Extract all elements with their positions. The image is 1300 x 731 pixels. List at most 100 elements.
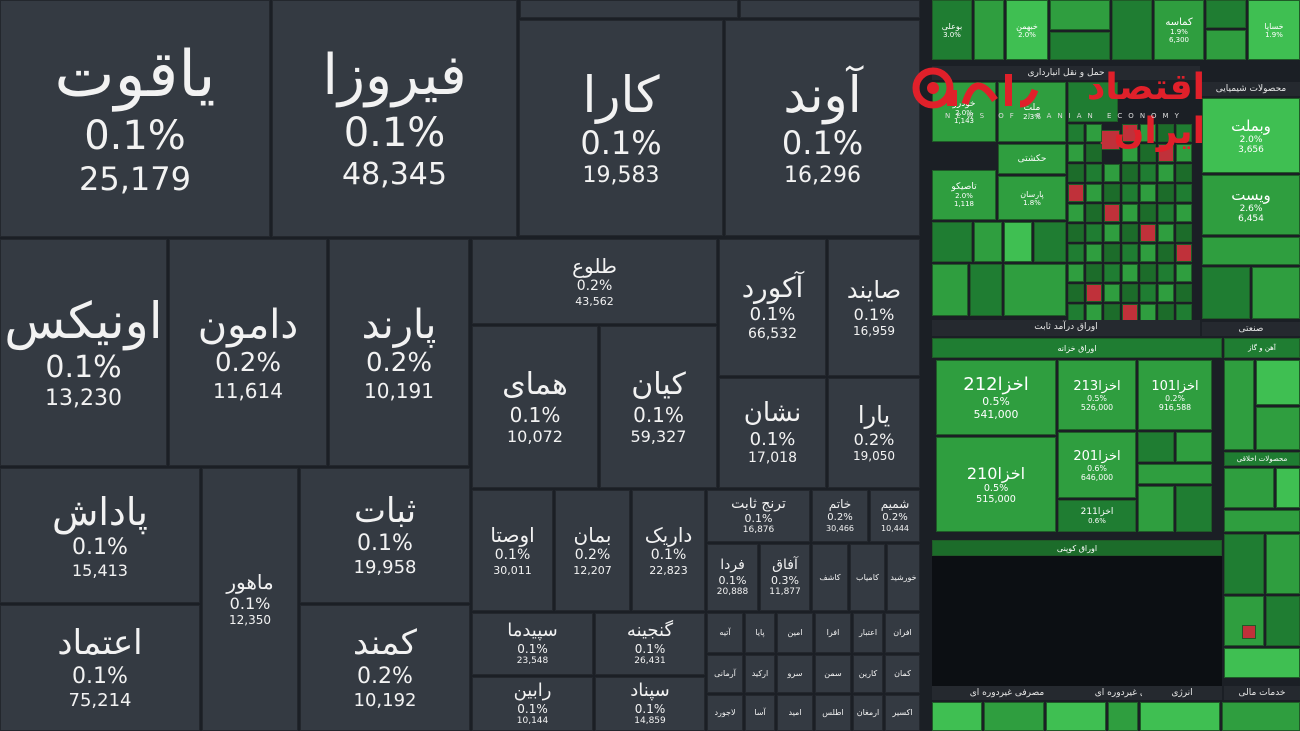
- symbol-tile[interactable]: [970, 264, 1002, 316]
- symbol-tile[interactable]: [1050, 0, 1110, 30]
- fund-tile[interactable]: فیروزا 0.1% 48,345: [272, 0, 517, 237]
- symbol-tile-mini[interactable]: [1176, 244, 1192, 262]
- bond-tile[interactable]: اخزا201 0.6% 646,000: [1058, 432, 1136, 498]
- symbol-tile[interactable]: ویست 2.6% 6,454: [1202, 175, 1300, 235]
- symbol-tile[interactable]: [1202, 267, 1250, 319]
- symbol-tile-mini[interactable]: [1086, 164, 1102, 182]
- symbol-tile-mini[interactable]: [1086, 184, 1102, 202]
- fund-tile-small[interactable]: آسا: [745, 695, 775, 731]
- symbol-tile-mini[interactable]: [1140, 164, 1156, 182]
- symbol-tile-mini[interactable]: [1158, 284, 1174, 302]
- symbol-tile-mini[interactable]: [1122, 284, 1138, 302]
- fund-tile-small[interactable]: اعتبار: [853, 613, 883, 653]
- symbol-tile[interactable]: آهن و گاز: [1224, 338, 1300, 358]
- fund-tile[interactable]: آکورد 0.1% 66,532: [719, 239, 826, 376]
- fund-tile[interactable]: پارند 0.2% 10,191: [329, 239, 469, 466]
- fund-tile[interactable]: طلوع 0.2% 43,562: [472, 239, 717, 324]
- symbol-tile-mini[interactable]: [1140, 204, 1156, 222]
- fund-tile-small[interactable]: افران: [885, 613, 920, 653]
- treemap-cell-top-1[interactable]: [520, 0, 738, 18]
- fund-tile-small[interactable]: کارین: [853, 655, 883, 693]
- symbol-tile[interactable]: [1108, 702, 1138, 731]
- bond-tile[interactable]: [1138, 432, 1174, 462]
- symbol-tile[interactable]: [1222, 702, 1300, 731]
- symbol-tile[interactable]: [1050, 32, 1110, 60]
- fund-tile-small[interactable]: کمان: [885, 655, 920, 693]
- symbol-tile-mini[interactable]: [1158, 224, 1174, 242]
- symbol-tile[interactable]: [1224, 468, 1274, 508]
- fund-tile-small[interactable]: پایا: [745, 613, 775, 653]
- fund-tile[interactable]: بمان 0.2% 12,207: [555, 490, 630, 611]
- symbol-tile-mini[interactable]: [1158, 184, 1174, 202]
- symbol-tile-mini[interactable]: [1104, 164, 1120, 182]
- symbol-tile-mini[interactable]: [1140, 124, 1156, 142]
- symbol-tile-mini[interactable]: [1140, 284, 1156, 302]
- symbol-tile-mini[interactable]: [1158, 144, 1174, 162]
- symbol-tile[interactable]: [974, 0, 1004, 60]
- symbol-tile-mini[interactable]: [1104, 264, 1120, 282]
- symbol-tile[interactable]: [1034, 222, 1066, 262]
- bond-tile[interactable]: اخزا211 0.6%: [1058, 500, 1136, 532]
- symbol-tile[interactable]: [1256, 360, 1300, 405]
- fund-tile[interactable]: اعتماد 0.1% 75,214: [0, 605, 200, 731]
- symbol-tile-mini[interactable]: [1122, 224, 1138, 242]
- fund-tile[interactable]: اونیکس 0.1% 13,230: [0, 239, 167, 466]
- symbol-tile-mini[interactable]: [1068, 204, 1084, 222]
- symbol-tile[interactable]: [1206, 0, 1246, 28]
- fund-tile-small[interactable]: آرمانی: [707, 655, 743, 693]
- symbol-tile-mini[interactable]: [1176, 224, 1192, 242]
- symbol-tile-mini[interactable]: [1176, 204, 1192, 222]
- symbol-tile-mini[interactable]: [1176, 284, 1192, 302]
- symbol-tile[interactable]: [1202, 237, 1300, 265]
- symbol-tile[interactable]: حکشتی: [998, 144, 1066, 174]
- symbol-tile-mini[interactable]: [1176, 164, 1192, 182]
- symbol-tile-mini[interactable]: [1158, 204, 1174, 222]
- symbol-tile[interactable]: پارسان 1.8%: [998, 176, 1066, 220]
- fund-tile[interactable]: خاتم 0.2% 30,466: [812, 490, 868, 542]
- symbol-tile-mini[interactable]: [1158, 264, 1174, 282]
- fund-tile[interactable]: اوصتا 0.1% 30,011: [472, 490, 553, 611]
- fund-tile-small[interactable]: خورشید: [887, 544, 920, 611]
- fund-tile[interactable]: ماهور 0.1% 12,350: [202, 468, 298, 731]
- symbol-tile[interactable]: محصولات اخلاقی: [1224, 452, 1300, 466]
- fund-tile[interactable]: همای 0.1% 10,072: [472, 326, 598, 488]
- fund-tile-small[interactable]: کاشف: [812, 544, 848, 611]
- fund-tile[interactable]: نشان 0.1% 17,018: [719, 378, 826, 488]
- symbol-tile[interactable]: [1266, 534, 1300, 594]
- fund-tile[interactable]: فردا 0.1% 20,888: [707, 544, 758, 611]
- symbol-tile-mini[interactable]: [1140, 144, 1156, 162]
- fund-tile[interactable]: آوند 0.1% 16,296: [725, 20, 920, 236]
- symbol-tile[interactable]: بوعلی 3.0%: [932, 0, 972, 60]
- fund-tile[interactable]: کمند 0.2% 10,192: [300, 605, 470, 731]
- fund-tile-small[interactable]: اطلس: [815, 695, 851, 731]
- bonds-header[interactable]: اوراق خزانه: [932, 338, 1222, 358]
- symbol-tile[interactable]: [974, 222, 1002, 262]
- symbol-tile-mini[interactable]: [1140, 244, 1156, 262]
- symbol-tile[interactable]: تاصیکو 2.0% 1,118: [932, 170, 996, 220]
- symbol-tile-mini[interactable]: [1140, 224, 1156, 242]
- symbol-tile-mini[interactable]: [1176, 124, 1192, 142]
- fund-tile-small[interactable]: ارمغان: [853, 695, 883, 731]
- bond-tile[interactable]: [1176, 486, 1212, 532]
- symbol-tile[interactable]: [932, 222, 972, 262]
- symbol-tile-mini[interactable]: [1158, 124, 1174, 142]
- fund-tile[interactable]: یاقوت 0.1% 25,179: [0, 0, 270, 237]
- symbol-tile[interactable]: [1004, 222, 1032, 262]
- symbol-tile[interactable]: [1004, 264, 1066, 316]
- symbol-tile-mini[interactable]: [1176, 144, 1192, 162]
- symbol-tile-mini[interactable]: [1104, 224, 1120, 242]
- fund-tile[interactable]: شمیم 0.2% 10,444: [870, 490, 920, 542]
- fund-tile-small[interactable]: کامیاب: [850, 544, 885, 611]
- symbol-tile-mini[interactable]: [1086, 144, 1102, 162]
- symbol-tile-mini[interactable]: [1068, 144, 1084, 162]
- bond-tile[interactable]: اخزا212 0.5% 541,000: [936, 360, 1056, 435]
- bond-tile[interactable]: اخزا213 0.5% 526,000: [1058, 360, 1136, 430]
- symbol-tile-mini[interactable]: [1068, 224, 1084, 242]
- symbol-tile-mini[interactable]: [1086, 284, 1102, 302]
- bond-tile[interactable]: [1138, 464, 1212, 484]
- bond-tile[interactable]: اخزا210 0.5% 515,000: [936, 437, 1056, 532]
- symbol-tile-mini[interactable]: [1104, 184, 1120, 202]
- fund-tile[interactable]: کارا 0.1% 19,583: [519, 20, 723, 236]
- symbol-tile[interactable]: [1140, 702, 1220, 731]
- symbol-tile[interactable]: [932, 264, 968, 316]
